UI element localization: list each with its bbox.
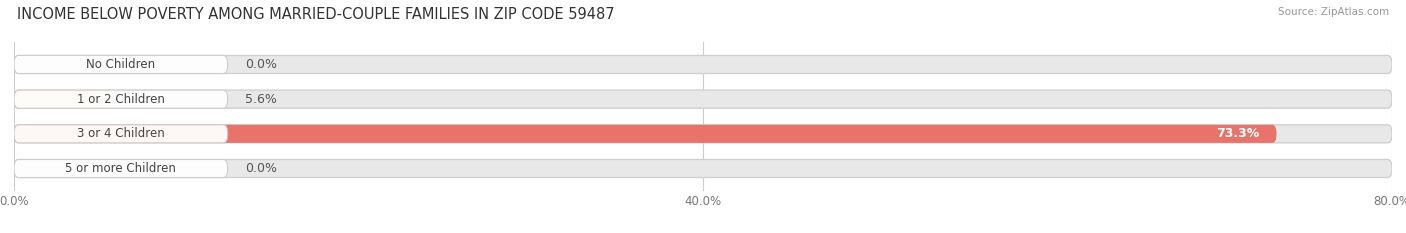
Text: No Children: No Children	[86, 58, 156, 71]
Text: 3 or 4 Children: 3 or 4 Children	[77, 127, 165, 140]
Text: 5.6%: 5.6%	[245, 93, 277, 106]
Text: INCOME BELOW POVERTY AMONG MARRIED-COUPLE FAMILIES IN ZIP CODE 59487: INCOME BELOW POVERTY AMONG MARRIED-COUPL…	[17, 7, 614, 22]
FancyBboxPatch shape	[14, 160, 228, 178]
Text: Source: ZipAtlas.com: Source: ZipAtlas.com	[1278, 7, 1389, 17]
FancyBboxPatch shape	[14, 90, 1392, 108]
Text: 73.3%: 73.3%	[1216, 127, 1260, 140]
FancyBboxPatch shape	[14, 90, 228, 108]
FancyBboxPatch shape	[14, 55, 228, 73]
FancyBboxPatch shape	[14, 160, 1392, 178]
FancyBboxPatch shape	[14, 125, 1392, 143]
Text: 0.0%: 0.0%	[245, 58, 277, 71]
Text: 5 or more Children: 5 or more Children	[66, 162, 176, 175]
FancyBboxPatch shape	[14, 125, 228, 143]
FancyBboxPatch shape	[14, 125, 1277, 143]
FancyBboxPatch shape	[14, 90, 111, 108]
FancyBboxPatch shape	[14, 55, 1392, 73]
Text: 0.0%: 0.0%	[245, 162, 277, 175]
Text: 1 or 2 Children: 1 or 2 Children	[77, 93, 165, 106]
